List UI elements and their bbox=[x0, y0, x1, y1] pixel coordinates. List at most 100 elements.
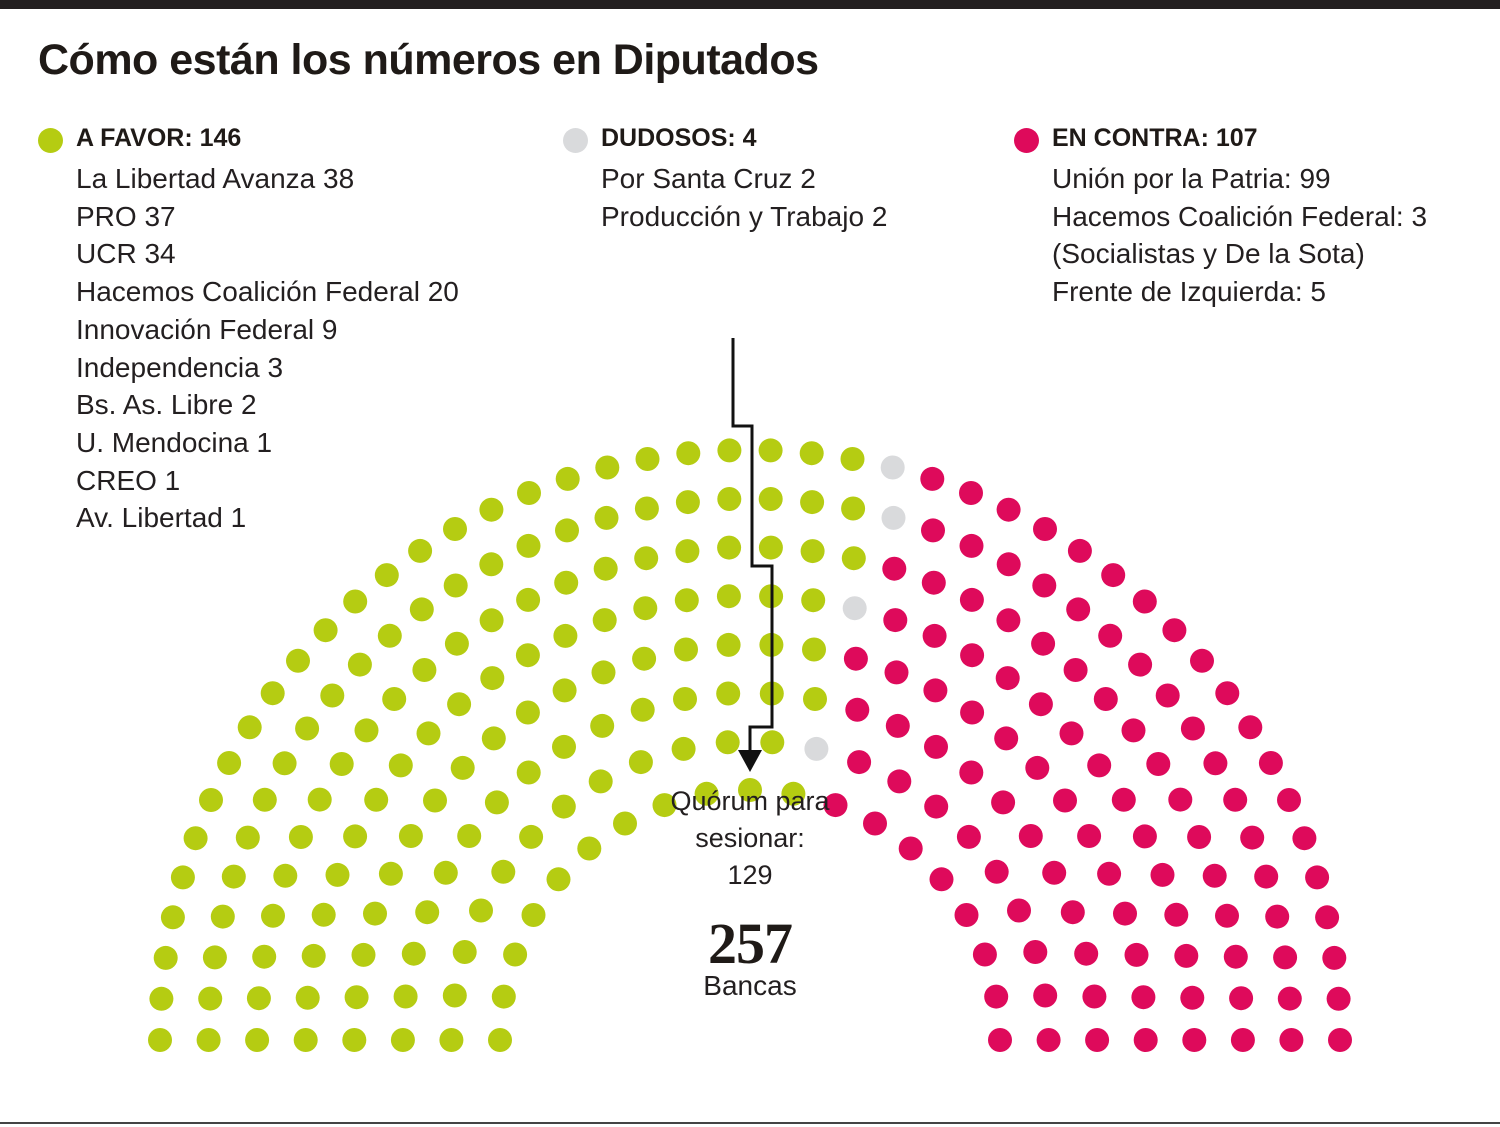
seat-dot bbox=[671, 736, 696, 761]
seat-dot bbox=[444, 631, 469, 656]
seat-dot bbox=[295, 716, 320, 741]
seat-dot bbox=[760, 730, 785, 755]
legend-item: Bs. As. Libre 2 bbox=[76, 389, 257, 421]
seat-dot bbox=[1059, 721, 1084, 746]
legend-item: Av. Libertad 1 bbox=[76, 502, 247, 534]
seat-dot bbox=[960, 643, 985, 668]
quorum-label-line1: Quórum para bbox=[670, 786, 830, 816]
seat-dot bbox=[1133, 1028, 1158, 1052]
seat-dot bbox=[593, 556, 618, 581]
seat-dot bbox=[1174, 943, 1199, 968]
seat-dot bbox=[674, 588, 699, 613]
chart-title: Cómo están los números en Diputados bbox=[38, 36, 819, 84]
seat-dot bbox=[863, 811, 887, 836]
legend-item: Por Santa Cruz 2 bbox=[601, 163, 816, 194]
seat-dot bbox=[758, 438, 783, 463]
seat-dot bbox=[311, 902, 336, 927]
seat-dot bbox=[272, 751, 297, 776]
seat-dot bbox=[481, 726, 506, 751]
seat-dot bbox=[412, 658, 437, 682]
legend-item: PRO 37 bbox=[76, 200, 176, 232]
seat-dot bbox=[554, 570, 579, 595]
seat-dot bbox=[1124, 942, 1149, 967]
seat-dot bbox=[516, 533, 541, 558]
seat-dot bbox=[1067, 538, 1092, 563]
seat-dot bbox=[488, 1028, 512, 1052]
seat-dot bbox=[1223, 944, 1248, 969]
seat-dot bbox=[1215, 681, 1240, 706]
seat-dot bbox=[320, 683, 345, 708]
seat-dot bbox=[675, 490, 700, 515]
seat-dot bbox=[716, 584, 741, 609]
seat-dot bbox=[286, 648, 310, 673]
seat-dot bbox=[210, 904, 235, 929]
seat-dot bbox=[450, 755, 475, 780]
seat-dot bbox=[516, 760, 541, 785]
seat-dot bbox=[307, 787, 332, 812]
seat-dot bbox=[555, 466, 580, 491]
seat-dot bbox=[588, 769, 613, 794]
seat-dot bbox=[840, 447, 865, 471]
seat-dot bbox=[717, 438, 742, 463]
seat-dot bbox=[842, 596, 867, 621]
seat-dot bbox=[393, 984, 418, 1009]
seat-dot bbox=[804, 736, 829, 761]
seat-dot bbox=[800, 490, 825, 515]
seat-dot bbox=[469, 898, 493, 923]
seat-dot bbox=[517, 481, 541, 505]
seat-dot bbox=[676, 441, 701, 466]
seat-dot bbox=[415, 900, 440, 925]
seat-dot bbox=[1036, 1028, 1061, 1052]
seat-dot bbox=[717, 535, 742, 560]
dudosos-dot-icon bbox=[563, 128, 588, 153]
seat-dot bbox=[803, 687, 827, 711]
seat-dot bbox=[984, 984, 1009, 1009]
seat-dot bbox=[984, 859, 1009, 884]
seat-dot bbox=[1315, 905, 1340, 930]
bottom-rule bbox=[0, 1122, 1500, 1124]
seat-dot bbox=[343, 589, 368, 614]
seat-dot bbox=[758, 535, 783, 560]
seat-dot bbox=[802, 637, 826, 662]
seat-dot bbox=[1053, 788, 1077, 813]
seat-dot bbox=[633, 596, 658, 621]
seat-dot bbox=[1132, 589, 1157, 614]
seat-dot bbox=[354, 718, 379, 743]
seat-dot bbox=[1202, 863, 1227, 888]
seat-dot bbox=[1322, 945, 1347, 970]
contra-dot-icon bbox=[1014, 128, 1039, 153]
seat-dot bbox=[1279, 1028, 1304, 1052]
seat-dot bbox=[996, 497, 1021, 522]
legend-item: CREO 1 bbox=[76, 464, 181, 496]
seat-dot bbox=[988, 1028, 1012, 1052]
seat-dot bbox=[351, 942, 376, 967]
seat-dot bbox=[198, 986, 223, 1011]
seat-dot bbox=[1238, 715, 1263, 740]
seat-dot bbox=[675, 539, 700, 564]
seat-dot bbox=[364, 787, 389, 812]
quorum-divider-line bbox=[731, 338, 774, 752]
seat-dot bbox=[416, 721, 441, 746]
seat-dot bbox=[996, 552, 1021, 577]
seat-dot bbox=[960, 700, 985, 725]
seat-dot bbox=[800, 539, 825, 564]
seat-dot bbox=[673, 687, 697, 711]
seat-dot bbox=[447, 692, 472, 717]
seat-dot bbox=[503, 942, 528, 967]
seat-dot bbox=[923, 678, 948, 703]
seat-dot bbox=[329, 752, 354, 776]
seat-dot bbox=[1180, 985, 1205, 1010]
seat-dot bbox=[170, 865, 195, 890]
seat-dot bbox=[423, 788, 447, 813]
seat-dot bbox=[1187, 825, 1212, 849]
seat-dot bbox=[884, 660, 909, 685]
seat-dot bbox=[252, 944, 277, 969]
seat-dot bbox=[378, 861, 403, 886]
seat-dot bbox=[845, 697, 870, 722]
seat-dot bbox=[398, 824, 423, 848]
legend-item: U. Mendocina 1 bbox=[76, 426, 273, 458]
legend-item: Hacemos Coalición Federal: 3 bbox=[1052, 200, 1428, 232]
seat-dot bbox=[516, 587, 541, 612]
legend-item: Innovación Federal 9 bbox=[76, 313, 338, 345]
